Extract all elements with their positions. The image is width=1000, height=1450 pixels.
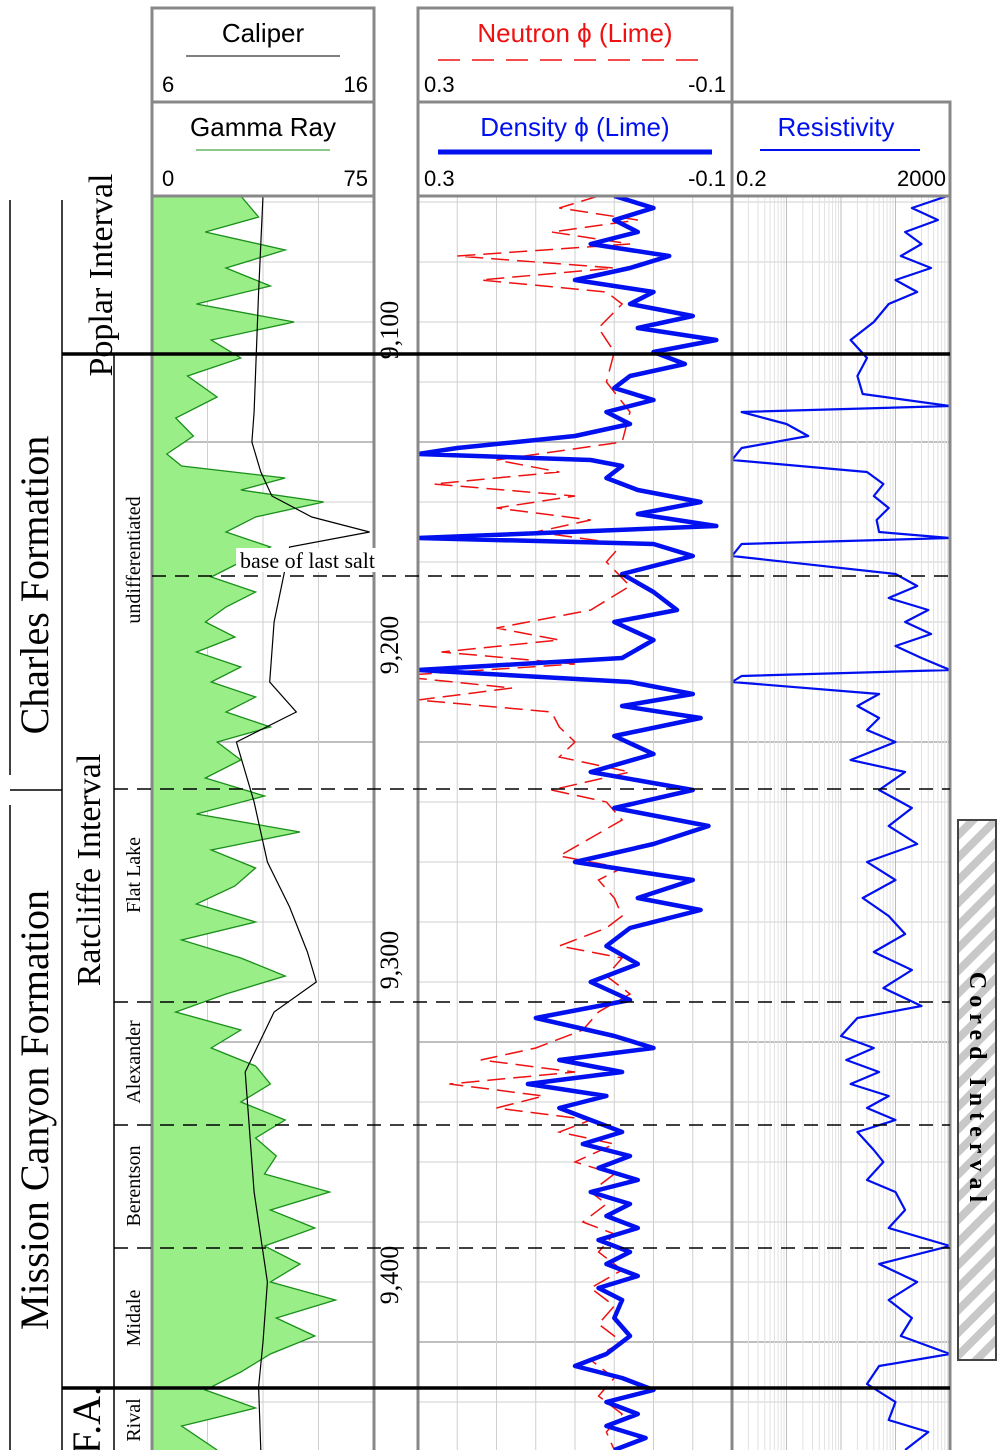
label-undifferentiated: undifferentiated [123,496,145,623]
depth-label-9300: 9,300 [375,931,404,990]
density-scale-left: 0.3 [424,166,455,191]
gamma-ray-fill [152,196,336,1450]
depth-label-9200: 9,200 [375,616,404,675]
neutron-scale-right: -0.1 [688,72,726,97]
gamma-scale-left: 0 [162,166,174,191]
gamma-ray-curve [165,196,338,1450]
density-porosity-curve [418,196,719,1450]
resistivity-curve [732,196,950,1450]
gamma-header-box [150,100,376,198]
caliper-scale-right: 16 [344,72,368,97]
cored-interval-label: Cored Interval [964,972,990,1208]
neutron-porosity-curve [418,196,638,1450]
cored-interval-box [957,819,997,1361]
neutron-title: Neutron ϕ (Lime) [477,18,672,48]
label-berentson: Berentson [123,1145,145,1226]
label-flat-lake: Flat Lake [123,837,145,913]
resistivity-title: Resistivity [777,112,894,142]
label-midale: Midale [123,1290,145,1347]
label-ratcliffe-interval: Ratcliffe Interval [71,754,108,987]
label-fa: F.A. [64,1386,109,1450]
neutron-scale-left: 0.3 [424,72,455,97]
gamma-scale-right: 75 [344,166,368,191]
label-charles-formation: Charles Formation [12,436,57,735]
grid-layer [152,196,950,1450]
curve-layer [152,196,950,1450]
density-scale-right: -0.1 [688,166,726,191]
last-salt-label-bg [236,548,406,572]
caliper-curve [235,196,370,1450]
caliper-title: Caliper [222,18,305,48]
depth-label-9100: 9,100 [375,301,404,360]
label-rival: Rival [123,1398,145,1442]
gamma-title: Gamma Ray [190,112,336,142]
label-poplar-interval: Poplar Interval [83,174,120,377]
caliper-scale-left: 6 [162,72,174,97]
label-alexander: Alexander [123,1020,145,1104]
density-title: Density ϕ (Lime) [480,112,669,142]
resistivity-scale-left: 0.2 [736,166,767,191]
resistivity-scale-right: 2000 [897,166,946,191]
resistivity-header-box [730,100,952,198]
depth-label-9400: 9,400 [375,1246,404,1305]
label-mission-formation: Mission Canyon Formation [12,890,57,1330]
label-base-last-salt: base of last salt [240,548,375,573]
